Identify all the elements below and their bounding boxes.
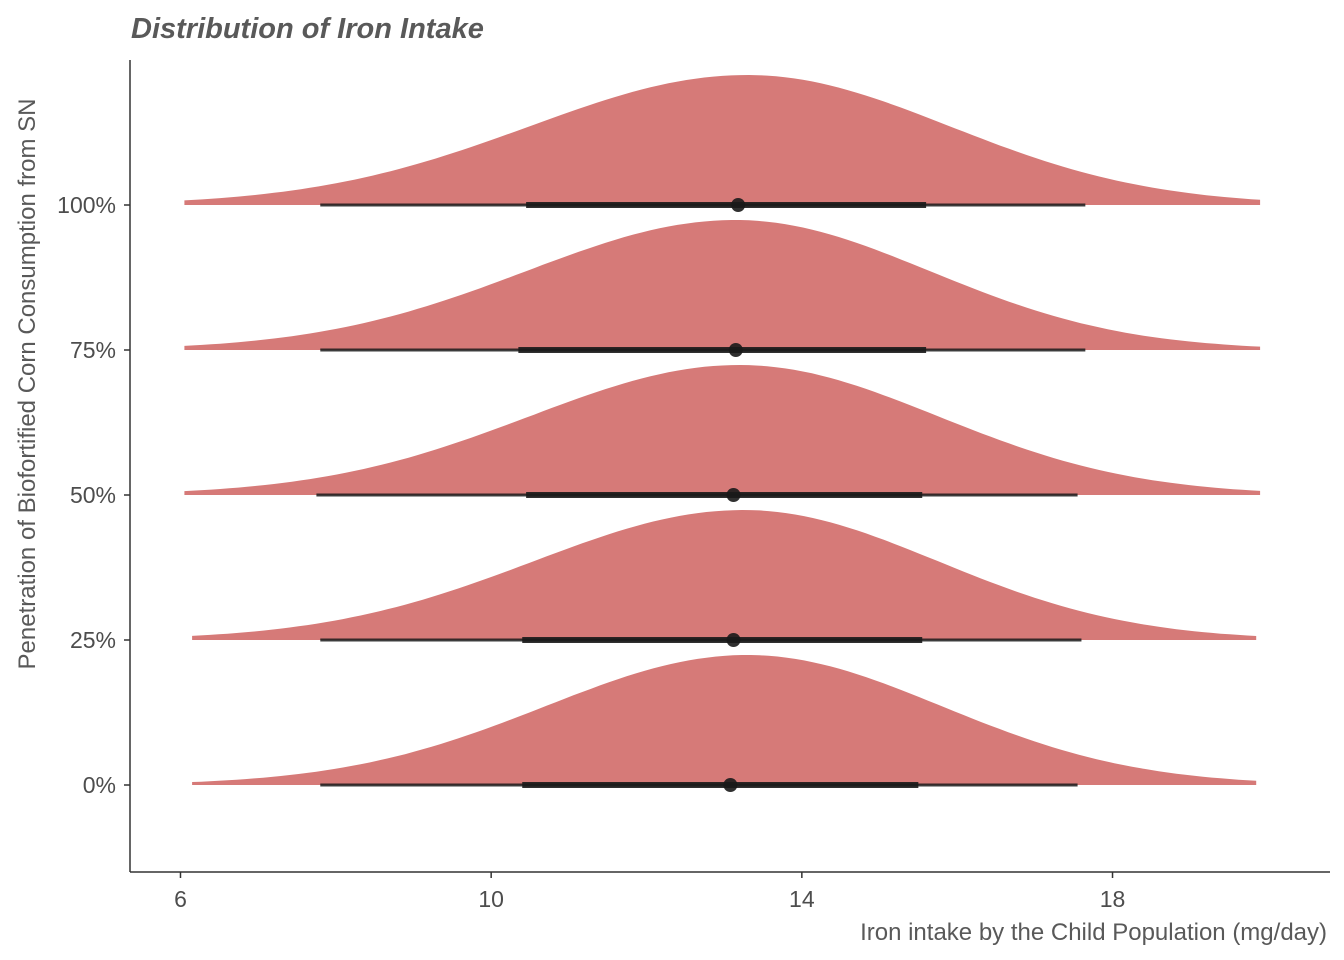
median-point — [731, 198, 746, 212]
median-point — [728, 343, 743, 357]
y-tick-label: 25% — [70, 627, 116, 653]
x-axis-ticks: 6 10 14 18 — [174, 872, 1125, 912]
density-group — [184, 220, 1261, 357]
x-tick-label: 6 — [174, 886, 187, 912]
x-axis-label: Iron intake by the Child Population (mg/… — [860, 919, 1327, 946]
y-axis-ticks: 0% 25% 50% 75% 100% — [57, 192, 130, 798]
y-tick-label: 75% — [70, 337, 116, 363]
density-area — [192, 655, 1257, 785]
chart-title: Distribution of Iron Intake — [131, 13, 484, 45]
density-group — [184, 365, 1261, 502]
median-point — [723, 778, 738, 792]
density-area — [184, 220, 1261, 350]
x-tick-label: 10 — [478, 886, 504, 912]
median-point — [726, 488, 741, 502]
density-area — [184, 75, 1261, 205]
y-axis-label: Penetration of Biofortified Corn Consump… — [14, 99, 41, 670]
x-tick-label: 14 — [789, 886, 815, 912]
y-tick-label: 0% — [83, 772, 116, 798]
y-tick-label: 50% — [70, 482, 116, 508]
density-group — [192, 510, 1257, 647]
density-group — [184, 75, 1261, 212]
median-point — [726, 633, 741, 647]
density-group — [192, 655, 1257, 792]
plot-area — [184, 75, 1261, 792]
density-area — [184, 365, 1261, 495]
density-area — [192, 510, 1257, 640]
x-tick-label: 18 — [1100, 886, 1126, 912]
y-tick-label: 100% — [57, 192, 116, 218]
